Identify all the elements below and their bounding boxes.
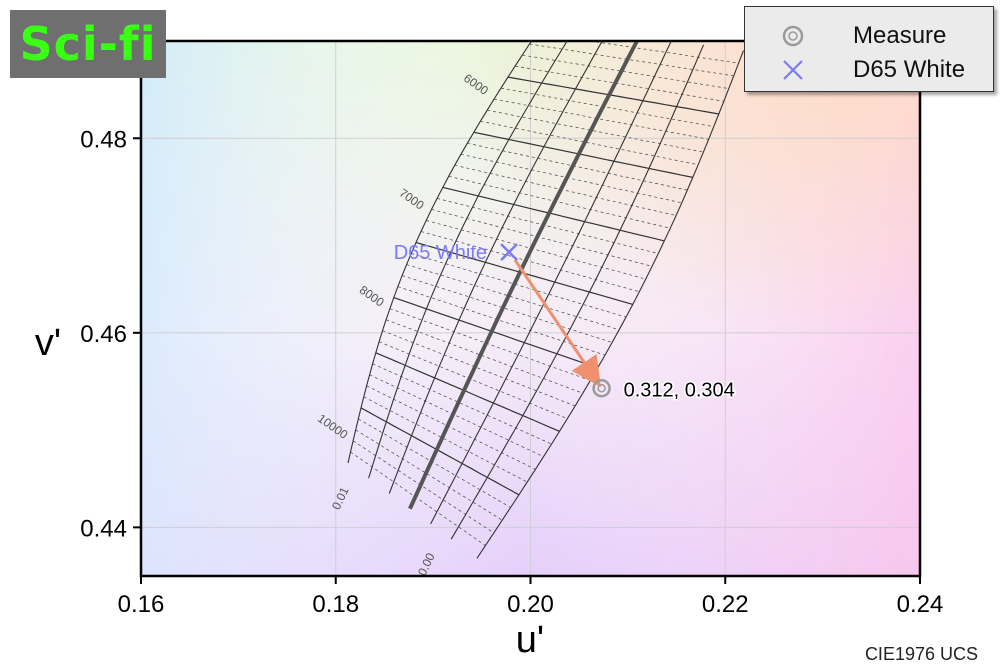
x-tick-label: 0.18: [312, 591, 359, 618]
planckian-locus-line: [408, 41, 640, 510]
x-marker-icon: [781, 58, 805, 82]
measure-point-inner: [597, 384, 606, 393]
y-tick-label: 0.46: [80, 321, 127, 348]
d65-point-label: D65 White: [394, 242, 487, 264]
isotherm-fine-line: [382, 330, 576, 407]
isotherm-fine-line: [401, 275, 613, 343]
isotherm-fine-line: [493, 98, 709, 140]
duv-line: [476, 50, 745, 559]
measure-point-label: 0.312, 0.304: [624, 379, 735, 401]
isotherm-fine-line: [363, 396, 528, 483]
isotherm-line: [442, 186, 665, 242]
x-tick-label: 0.20: [507, 591, 554, 618]
mode-badge-label: Sci-fi: [19, 17, 157, 71]
shift-arrow: [513, 259, 601, 388]
legend-label: D65 White: [853, 56, 966, 83]
y-tick-label: 0.48: [80, 126, 127, 153]
isotherm-fine-line: [378, 341, 568, 419]
isotherm-fine-line: [529, 43, 734, 77]
isotherm-fine-line: [372, 363, 552, 445]
y-tick-label: 0.44: [80, 515, 127, 542]
isotherm-fine-line: [515, 65, 724, 102]
cct-isotherm-overlay: [347, 41, 745, 559]
duv-line: [450, 44, 705, 540]
isotherm-line: [473, 131, 693, 178]
y-axis-ticks: 0.44 0.46 0.48: [80, 126, 141, 542]
legend-item-d65: D65 White: [745, 53, 993, 87]
isotherm-fine-line: [411, 253, 627, 318]
isotherm-fine-line: [467, 142, 688, 191]
isotherm-fine-line: [480, 120, 699, 166]
isotherm-fine-line: [448, 175, 671, 229]
y-axis-label: v': [35, 322, 61, 364]
duv-line: [388, 41, 603, 494]
x-axis-label: u': [516, 619, 544, 661]
duv-line: [368, 41, 568, 479]
gridlines: [141, 41, 920, 576]
ring-marker-icon: [781, 24, 805, 48]
isotherm-fine-line: [426, 220, 646, 280]
x-tick-label: 0.24: [897, 591, 944, 618]
x-axis-ticks: 0.16 0.18 0.20 0.22 0.24: [118, 576, 944, 618]
isotherm-fine-line: [522, 54, 729, 89]
x-tick-label: 0.16: [118, 591, 165, 618]
isotherm-fine-line: [460, 153, 682, 204]
isotherm-fine-line: [355, 429, 503, 521]
legend-label: Measure: [853, 22, 947, 49]
isotherm-line: [360, 407, 520, 496]
isotherm-fine-line: [420, 231, 640, 293]
isotherm-fine-line: [437, 198, 659, 254]
isotherm-fine-line: [366, 385, 536, 470]
isotherm-fine-line: [406, 264, 620, 331]
data-points: D65 White 0.312, 0.304: [394, 242, 737, 403]
isotherm-fine-line: [500, 87, 714, 128]
legend: Measure D65 White: [744, 6, 994, 92]
duv-line: [347, 41, 533, 464]
duv-line: [430, 41, 672, 525]
isotherm-fine-line: [385, 319, 583, 394]
d65-white-point: [500, 243, 518, 261]
isotherm-line: [393, 297, 598, 369]
isotherm-fine-line: [454, 164, 677, 216]
isotherm-fine-line: [352, 440, 494, 534]
x-tick-label: 0.22: [702, 591, 749, 618]
isotherm-line: [507, 76, 719, 115]
legend-item-measure: Measure: [745, 19, 993, 53]
isotherm-fine-line: [431, 209, 653, 267]
measure-point: [592, 379, 611, 398]
mode-badge: Sci-fi: [10, 10, 166, 78]
isotherm-fine-line: [587, 41, 739, 64]
isotherm-fine-line: [369, 374, 544, 458]
isotherm-fine-line: [358, 418, 511, 508]
color-space-caption: CIE1976 UCS: [864, 644, 978, 664]
isotherm-fine-line: [487, 109, 704, 153]
isotherm-line: [375, 352, 560, 432]
